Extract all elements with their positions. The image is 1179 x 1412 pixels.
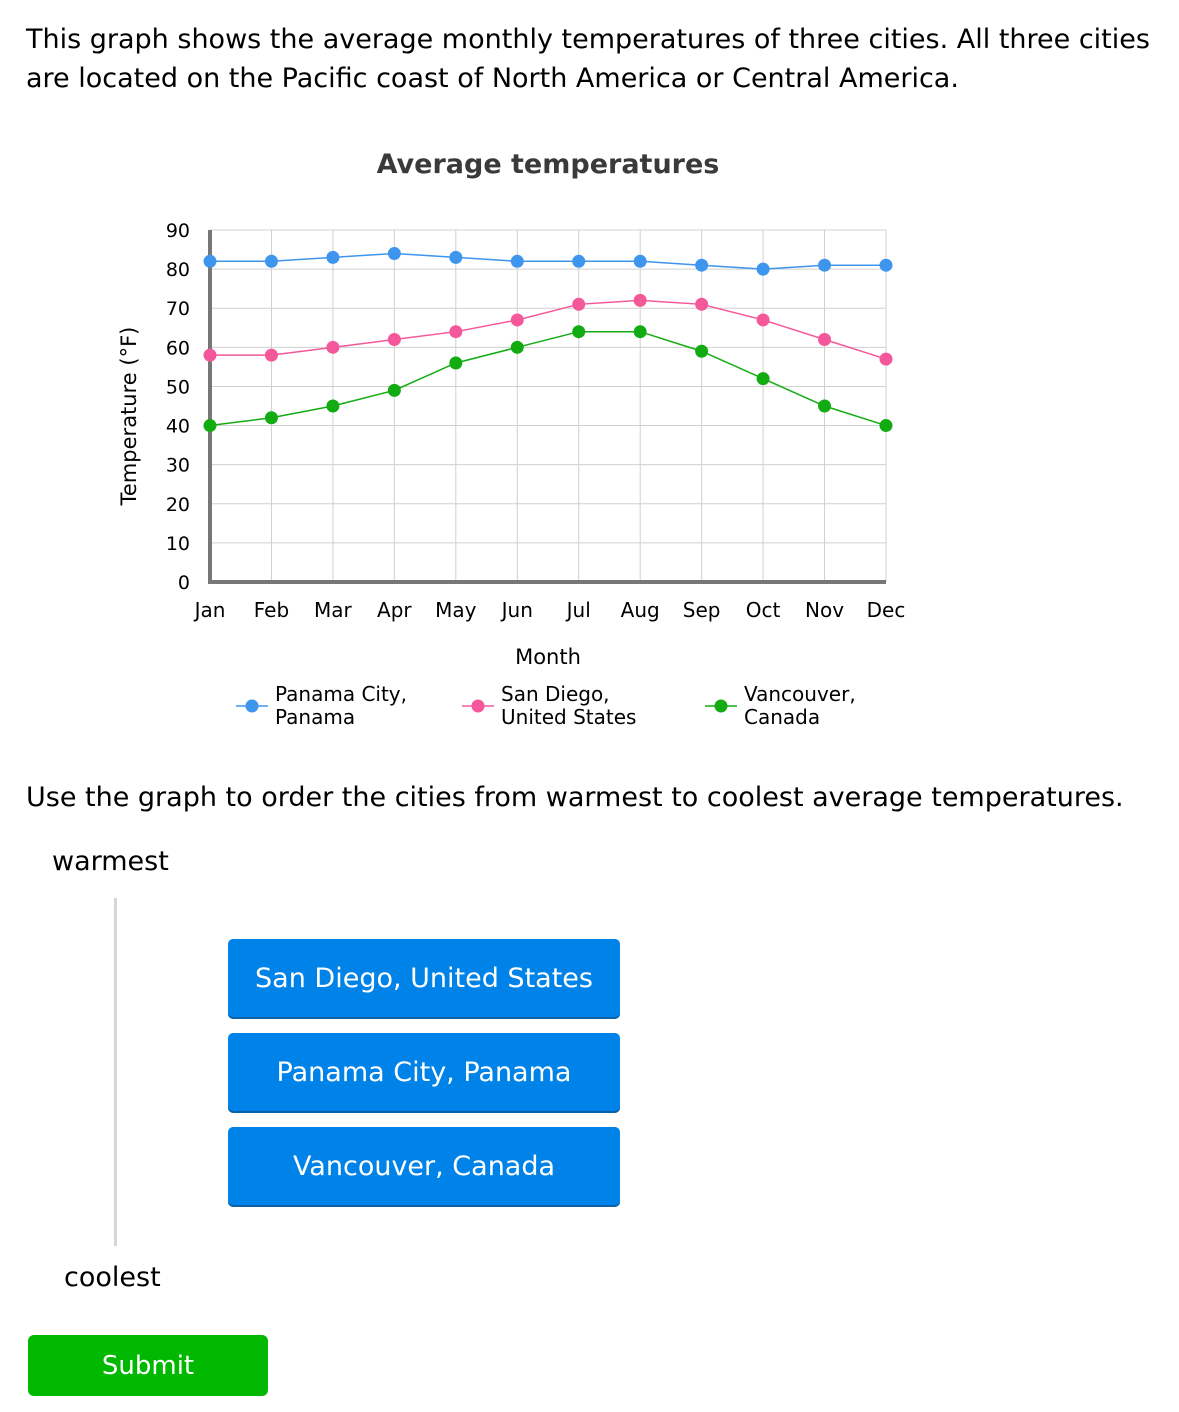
- y-tick-label: 80: [166, 259, 190, 281]
- data-point: [326, 340, 340, 354]
- data-point: [203, 348, 217, 362]
- data-point: [264, 254, 278, 268]
- intro-text: This graph shows the average monthly tem…: [26, 24, 1150, 94]
- data-point: [818, 258, 832, 272]
- order-tile-vancouver[interactable]: Vancouver, Canada: [228, 1127, 620, 1205]
- y-tick-label: 30: [166, 455, 190, 477]
- y-tick-label: 0: [178, 572, 190, 594]
- order-axis-line: [114, 898, 117, 1246]
- x-tick-label: Apr: [377, 598, 412, 622]
- legend-label: Panama City,: [275, 682, 407, 706]
- y-tick-label: 40: [166, 416, 190, 438]
- data-point: [510, 254, 524, 268]
- data-point: [326, 399, 340, 413]
- legend-label: San Diego,: [501, 682, 610, 706]
- data-point: [756, 262, 770, 276]
- x-tick-label: Jan: [193, 598, 226, 622]
- y-tick-label: 70: [166, 298, 190, 320]
- y-tick-label: 50: [166, 376, 190, 398]
- chart-title: Average temperatures: [377, 149, 720, 180]
- instruction-text: Use the graph to order the cities from w…: [26, 782, 1124, 813]
- legend-label: Panama: [275, 705, 355, 729]
- x-tick-label: Sep: [683, 598, 721, 622]
- coolest-label: coolest: [64, 1262, 161, 1293]
- line-chart: Average temperatures 0 10 20 30 40 50 60 70 80 90 J…: [117, 149, 906, 729]
- series-line-0: [210, 252, 886, 270]
- data-point: [695, 297, 709, 311]
- x-tick-label: May: [435, 598, 477, 622]
- data-point: [572, 297, 586, 311]
- x-tick-label: Nov: [805, 598, 844, 622]
- x-tick-label: Jul: [565, 598, 591, 622]
- y-tick-label: 10: [166, 533, 190, 555]
- x-tick-label: Mar: [314, 598, 353, 622]
- data-point: [264, 348, 278, 362]
- x-tick-label: Feb: [254, 598, 289, 622]
- legend-marker: [714, 699, 728, 713]
- x-tick-label: Oct: [746, 598, 781, 622]
- data-point: [695, 344, 709, 358]
- data-point: [449, 250, 463, 264]
- submit-button[interactable]: Submit: [28, 1335, 268, 1396]
- data-point: [387, 246, 401, 260]
- data-point: [572, 325, 586, 339]
- data-point: [633, 325, 647, 339]
- data-point: [203, 254, 217, 268]
- legend-marker: [471, 699, 485, 713]
- legend-label: Vancouver,: [744, 682, 856, 706]
- data-point: [572, 254, 586, 268]
- y-tick-label: 20: [166, 494, 190, 516]
- legend-label: Canada: [744, 705, 820, 729]
- data-point: [818, 399, 832, 413]
- data-point: [449, 325, 463, 339]
- data-point: [756, 372, 770, 386]
- x-tick-label: Dec: [867, 598, 906, 622]
- data-point: [695, 258, 709, 272]
- y-tick-label: 90: [166, 220, 190, 242]
- legend-label: United States: [501, 705, 636, 729]
- data-point: [387, 383, 401, 397]
- data-point: [449, 356, 463, 370]
- data-point: [326, 250, 340, 264]
- y-tick-label: 60: [166, 337, 190, 359]
- data-point: [818, 333, 832, 347]
- x-tick-label: Jun: [500, 598, 533, 622]
- data-point: [879, 419, 893, 433]
- warmest-label: warmest: [52, 846, 169, 877]
- data-point: [879, 258, 893, 272]
- legend-marker: [245, 699, 259, 713]
- data-point: [633, 254, 647, 268]
- data-point: [264, 411, 278, 425]
- data-point: [387, 333, 401, 347]
- data-point: [879, 352, 893, 366]
- order-tile-panama-city[interactable]: Panama City, Panama: [228, 1033, 620, 1111]
- order-tile-san-diego[interactable]: San Diego, United States: [228, 939, 620, 1017]
- data-point: [510, 340, 524, 354]
- data-point: [510, 313, 524, 327]
- x-tick-label: Aug: [621, 598, 660, 622]
- data-point: [203, 419, 217, 433]
- x-axis-label: Month: [515, 645, 581, 669]
- y-axis-label: Temperature (°F): [117, 327, 141, 507]
- data-point: [756, 313, 770, 327]
- data-point: [633, 293, 647, 307]
- series-line-1: [210, 299, 887, 360]
- series-line-2: [209, 330, 887, 427]
